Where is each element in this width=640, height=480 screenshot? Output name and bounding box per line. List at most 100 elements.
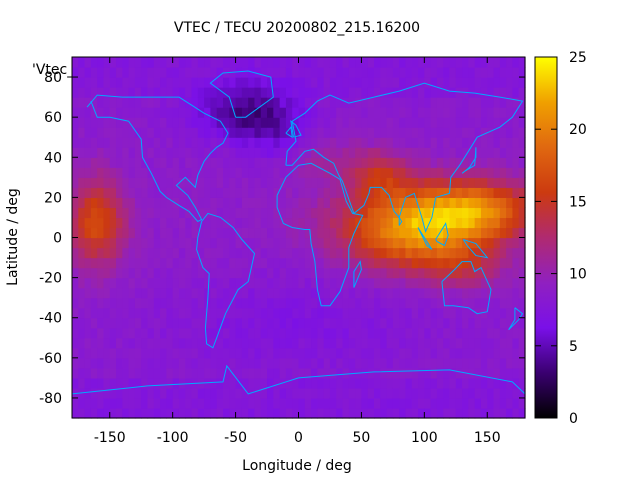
heatmap-cell [493, 177, 501, 188]
heatmap-cell [304, 87, 312, 98]
heatmap-cell [348, 197, 356, 209]
heatmap-cell [267, 177, 274, 188]
heatmap-cell [141, 307, 149, 319]
heatmap-cell [116, 127, 123, 138]
heatmap-cell [122, 187, 130, 198]
heatmap-cell [348, 247, 356, 259]
heatmap-cell [317, 157, 325, 168]
heatmap-cell [153, 237, 161, 249]
heatmap-cell [285, 297, 293, 309]
heatmap-cell [436, 137, 444, 148]
heatmap-cell [84, 247, 92, 259]
heatmap-cell [506, 387, 514, 399]
heatmap-cell [172, 297, 180, 309]
heatmap-cell [141, 137, 149, 148]
heatmap-cell [342, 367, 350, 379]
heatmap-cell [72, 117, 79, 128]
heatmap-cell [292, 177, 300, 188]
heatmap-cell [493, 167, 501, 178]
heatmap-cell [229, 127, 237, 138]
heatmap-cell [487, 317, 495, 329]
heatmap-cell [342, 387, 350, 399]
heatmap-cell [374, 327, 381, 339]
heatmap-cell [374, 357, 381, 369]
heatmap-cell [285, 407, 293, 419]
heatmap-cell [487, 397, 495, 409]
heatmap-cell [210, 107, 218, 118]
heatmap-cell [78, 67, 86, 78]
heatmap-cell [197, 77, 205, 88]
heatmap-cell [367, 347, 375, 359]
heatmap-cell [216, 67, 224, 78]
heatmap-cell [506, 227, 514, 239]
heatmap-cell [103, 97, 111, 108]
heatmap-cell [367, 207, 375, 219]
heatmap-cell [216, 377, 224, 389]
heatmap-cell [380, 327, 388, 339]
heatmap-cell [499, 307, 507, 319]
heatmap-cell [380, 377, 388, 389]
heatmap-cell [499, 407, 507, 419]
heatmap-cell [172, 187, 180, 198]
heatmap-cell [499, 97, 507, 108]
heatmap-cell [109, 137, 117, 148]
heatmap-cell [223, 147, 230, 158]
heatmap-cell [518, 117, 526, 128]
heatmap-cell [248, 347, 256, 359]
heatmap-cell [468, 217, 476, 229]
heatmap-cell [455, 277, 463, 289]
heatmap-cell [323, 67, 331, 78]
heatmap-cell [223, 57, 230, 68]
heatmap-cell [254, 407, 262, 419]
heatmap-cell [172, 237, 180, 249]
heatmap-cell [109, 247, 117, 259]
heatmap-cell [197, 167, 205, 178]
heatmap-cell [493, 237, 501, 249]
heatmap-cell [204, 317, 212, 329]
heatmap-cell [493, 317, 501, 329]
heatmap-cell [405, 207, 413, 219]
heatmap-cell [260, 257, 268, 269]
heatmap-cell [185, 387, 193, 399]
heatmap-cell [78, 117, 86, 128]
heatmap-cell [380, 67, 388, 78]
heatmap-cell [90, 257, 98, 269]
heatmap-cell [355, 107, 363, 118]
heatmap-cell [248, 297, 256, 309]
heatmap-cell [292, 317, 300, 329]
heatmap-cell [348, 87, 356, 98]
heatmap-cell [480, 297, 488, 309]
heatmap-cell [141, 337, 149, 349]
heatmap-cell [311, 157, 318, 168]
heatmap-cell [493, 257, 501, 269]
coastline [435, 222, 449, 247]
heatmap-cell [430, 217, 438, 229]
heatmap-cell [97, 307, 105, 319]
heatmap-cell [128, 167, 136, 178]
heatmap-cell [254, 167, 262, 178]
heatmap-cell [443, 187, 451, 198]
heatmap-cell [493, 407, 501, 419]
heatmap-cell [323, 107, 331, 118]
heatmap-cell [336, 267, 344, 279]
heatmap-cell [518, 157, 526, 168]
heatmap-cell [424, 337, 432, 349]
heatmap-cell [386, 177, 394, 188]
heatmap-cell [405, 97, 413, 108]
heatmap-cell [399, 187, 407, 198]
heatmap-cell [443, 207, 451, 219]
y-tick-label: -60 [39, 351, 62, 367]
heatmap-cell [367, 367, 375, 379]
heatmap-cell [216, 187, 224, 198]
heatmap-cell [355, 187, 363, 198]
heatmap-cell [260, 127, 268, 138]
heatmap-cell [223, 337, 230, 349]
heatmap-cell [260, 237, 268, 249]
heatmap-cell [392, 187, 400, 198]
heatmap-cell [386, 87, 394, 98]
heatmap-cell [160, 97, 167, 108]
heatmap-cell [223, 297, 230, 309]
heatmap-cell [512, 247, 520, 259]
heatmap-cell [424, 227, 432, 239]
heatmap-cell [116, 217, 123, 229]
